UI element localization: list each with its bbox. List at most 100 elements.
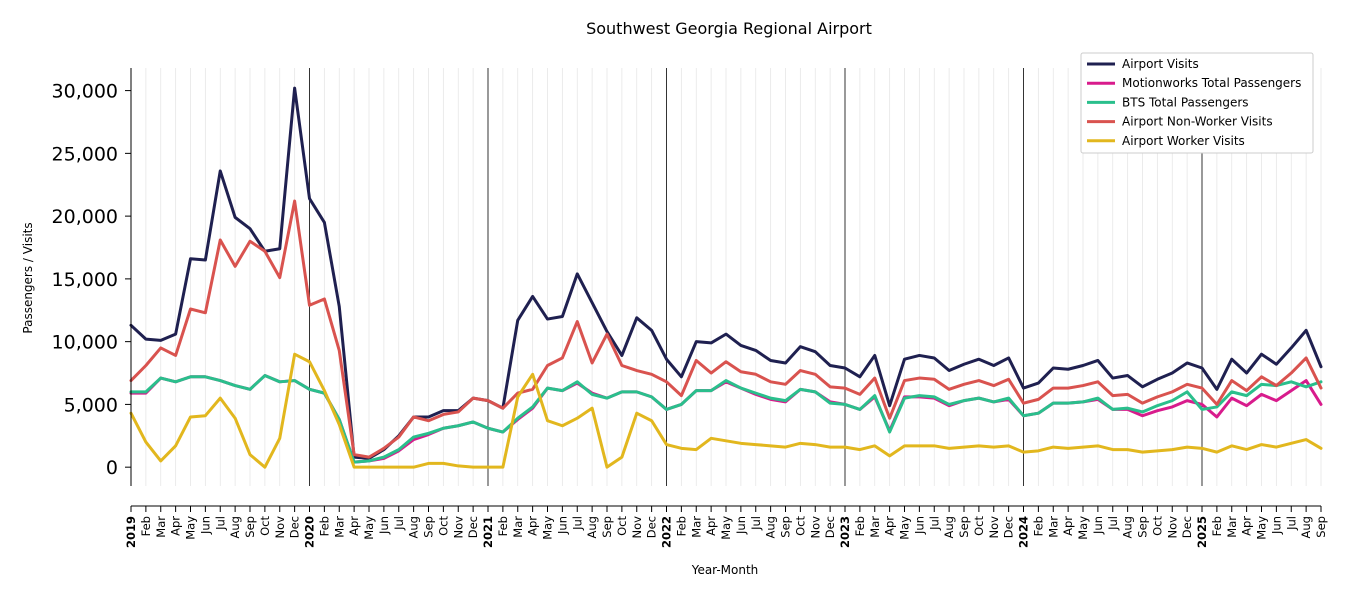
x-tick-label: Jul: [1106, 516, 1120, 531]
x-tick-label: Jul: [1284, 516, 1298, 531]
legend-label-4: Airport Worker Visits: [1122, 134, 1245, 148]
x-tick-label: 2021: [481, 516, 495, 548]
series-line-4: [129, 352, 1323, 469]
x-tick-label: Jul: [392, 516, 406, 531]
x-tick-label: Apr: [169, 516, 183, 536]
x-tick-label: Nov: [1165, 516, 1179, 539]
legend-box: [1080, 52, 1314, 154]
x-tick-label: Nov: [630, 516, 644, 539]
x-tick-label: May: [719, 516, 733, 540]
x-tick-label: 2025: [1195, 516, 1209, 548]
x-tick-label: Mar: [154, 516, 168, 538]
x-tick-label: Aug: [228, 516, 242, 538]
x-tick-label: Feb: [853, 516, 867, 536]
legend-label-2: BTS Total Passengers: [1122, 95, 1249, 109]
series-lines: [129, 86, 1323, 469]
x-tick-label: Mar: [868, 516, 882, 538]
series-line-3: [129, 199, 1323, 459]
x-tick-label: Feb: [317, 516, 331, 536]
x-tick-label: Nov: [987, 516, 1001, 539]
x-tick-label: Jun: [734, 516, 748, 535]
x-tick-label: 2020: [303, 516, 317, 548]
x-tick-label: Jun: [555, 516, 569, 535]
x-tick-label: May: [541, 516, 555, 540]
x-tick-label: Apr: [347, 516, 361, 536]
x-tick-label: Nov: [273, 516, 287, 539]
y-tick-label: 10,000: [52, 332, 118, 354]
x-tick-label: Nov: [451, 516, 465, 539]
x-tick-label: Feb: [1210, 516, 1224, 536]
x-tick-label: May: [1255, 516, 1269, 540]
x-tick-label: Jul: [927, 516, 941, 531]
x-tick-label: Oct: [258, 516, 272, 536]
x-tick-label: Dec: [466, 516, 480, 538]
x-tick-label: Oct: [793, 516, 807, 536]
x-tick-label: 2022: [660, 516, 674, 548]
y-tick-label: 25,000: [52, 143, 118, 165]
x-tick-label: Sep: [600, 516, 614, 538]
x-tick-label: Aug: [407, 516, 421, 538]
y-tick-label: 5,000: [64, 394, 118, 416]
y-ticks: 0 5,000 10,000 15,000 20,000 25,000 30,000: [52, 81, 131, 479]
x-tick-label: Oct: [436, 516, 450, 536]
x-tick-label: Oct: [972, 516, 986, 536]
y-tick-label: 30,000: [52, 81, 118, 103]
x-tick-label: Apr: [883, 516, 897, 536]
x-tick-label: Apr: [1240, 516, 1254, 536]
legend-label-0: Airport Visits: [1122, 57, 1199, 71]
x-tick-label: Feb: [139, 516, 153, 536]
x-tick-label: Dec: [288, 516, 302, 538]
x-tick-label: Nov: [808, 516, 822, 539]
y-tick-label: 15,000: [52, 269, 118, 291]
x-tick-label: Apr: [704, 516, 718, 536]
x-tick-label: Jun: [377, 516, 391, 535]
x-tick-label: Aug: [1121, 516, 1135, 538]
y-tick-label: 20,000: [52, 206, 118, 228]
legend-label-3: Airport Non-Worker Visits: [1122, 115, 1273, 129]
x-tick-label: Sep: [243, 516, 257, 538]
x-tick-label: Mar: [689, 516, 703, 538]
x-tick-label: Jul: [213, 516, 227, 531]
x-tick-label: Jun: [912, 516, 926, 535]
x-ticks: 2019 Feb Mar Apr May Jun Jul Aug Sep Oct Nov Dec 202…: [124, 506, 1328, 548]
x-tick-label: Apr: [1061, 516, 1075, 536]
x-tick-label: Dec: [645, 516, 659, 538]
x-tick-label: Jun: [1269, 516, 1283, 535]
x-tick-label: May: [184, 516, 198, 540]
x-tick-label: Feb: [674, 516, 688, 536]
x-tick-label: 2019: [124, 516, 138, 548]
x-tick-label: Dec: [823, 516, 837, 538]
x-tick-label: Feb: [1031, 516, 1045, 536]
x-tick-label: Sep: [1314, 516, 1328, 538]
chart-title: Southwest Georgia Regional Airport: [586, 19, 872, 38]
x-tick-label: Mar: [332, 516, 346, 538]
x-tick-label: Aug: [585, 516, 599, 538]
series-line-0: [129, 86, 1323, 460]
x-tick-label: Sep: [957, 516, 971, 538]
x-tick-label: Oct: [615, 516, 629, 536]
x-tick-label: 2023: [838, 516, 852, 548]
x-tick-label: Aug: [764, 516, 778, 538]
x-tick-label: Aug: [942, 516, 956, 538]
x-tick-label: Sep: [422, 516, 436, 538]
x-tick-label: May: [362, 516, 376, 540]
x-tick-label: Apr: [526, 516, 540, 536]
y-tick-label: 0: [106, 457, 118, 479]
legend-label-1: Motionworks Total Passengers: [1122, 76, 1301, 90]
x-tick-label: Jul: [749, 516, 763, 531]
y-axis-label: Passengers / Visits: [21, 222, 35, 333]
x-tick-label: Oct: [1150, 516, 1164, 536]
x-tick-label: Jul: [570, 516, 584, 531]
x-tick-label: 2024: [1017, 516, 1031, 548]
x-tick-label: Mar: [511, 516, 525, 538]
x-tick-label: May: [1076, 516, 1090, 540]
x-tick-label: Jun: [1091, 516, 1105, 535]
x-tick-label: Mar: [1046, 516, 1060, 538]
x-tick-label: Dec: [1002, 516, 1016, 538]
x-tick-label: May: [898, 516, 912, 540]
legend: Airport Visits Motionworks Total Passenge…: [1080, 52, 1314, 154]
x-tick-label: Sep: [1136, 516, 1150, 538]
x-tick-label: Dec: [1180, 516, 1194, 538]
x-tick-label: Feb: [496, 516, 510, 536]
